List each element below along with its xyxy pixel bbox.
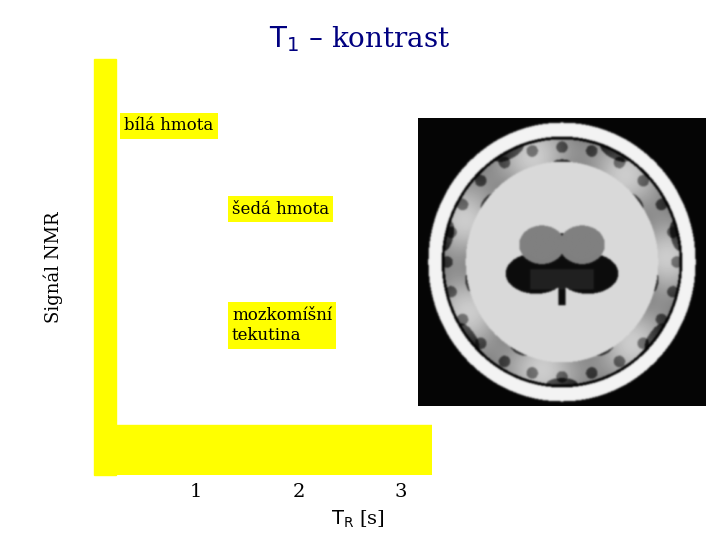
Text: Signál NMR: Signál NMR — [43, 212, 63, 323]
Text: bílá hmota: bílá hmota — [125, 117, 214, 134]
Text: mozkomíšní
tekutina: mozkomíšní tekutina — [232, 307, 332, 345]
Text: $\mathrm{T_R}$ [s]: $\mathrm{T_R}$ [s] — [330, 509, 384, 530]
Text: šedá hmota: šedá hmota — [232, 200, 329, 218]
Bar — [94, 59, 116, 475]
Text: $\mathrm{T_1}$ – kontrast: $\mathrm{T_1}$ – kontrast — [269, 24, 451, 54]
Bar — [94, 426, 432, 475]
